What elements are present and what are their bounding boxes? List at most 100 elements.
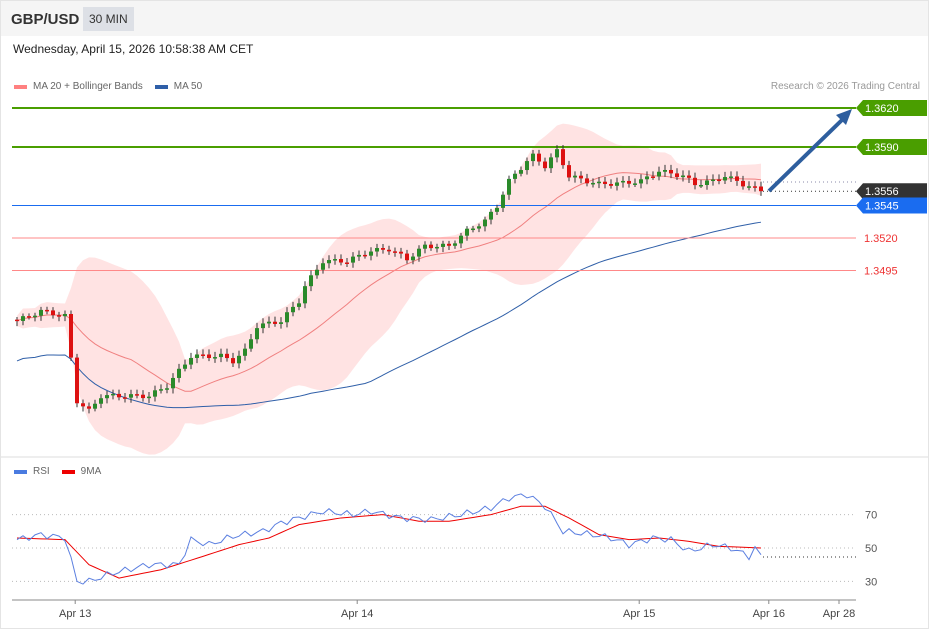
header: GBP/USD 30 MIN <box>1 1 928 36</box>
candle-body <box>687 175 691 178</box>
candle-body <box>447 243 451 246</box>
candle-body <box>207 354 211 359</box>
candle-body <box>423 244 427 249</box>
candle-body <box>549 157 553 169</box>
candle-body <box>435 246 439 249</box>
candle-body <box>219 353 223 358</box>
candle-body <box>87 406 91 409</box>
forecast-arrowhead <box>836 109 852 125</box>
candle-body <box>201 354 205 356</box>
candle-body <box>237 355 241 364</box>
level-label-1.3620: 1.3620 <box>865 103 899 115</box>
candle-body <box>675 173 679 178</box>
candle-body <box>165 388 169 390</box>
candle-body <box>255 328 259 340</box>
candle-body <box>519 170 523 174</box>
candle-body <box>573 175 577 178</box>
candle-body <box>483 219 487 227</box>
candle-body <box>753 186 757 188</box>
candle-body <box>273 321 277 324</box>
x-tick-label: Apr 28 <box>823 608 855 620</box>
candle-body <box>567 165 571 178</box>
candle-body <box>585 178 589 184</box>
candle-body <box>195 354 199 358</box>
candle-body <box>633 183 637 185</box>
timeframe-button[interactable]: 30 MIN <box>83 7 134 31</box>
candle-body <box>315 269 319 276</box>
candle-body <box>441 243 445 247</box>
candle-body <box>387 249 391 252</box>
candle-body <box>717 179 721 182</box>
x-tick-label: Apr 14 <box>341 608 373 620</box>
candle-body <box>393 251 397 253</box>
candle-body <box>501 194 505 208</box>
candle-body <box>117 393 121 398</box>
candle-body <box>141 394 145 399</box>
candle-body <box>159 389 163 391</box>
candle-body <box>279 322 283 324</box>
candle-body <box>213 357 217 359</box>
candle-body <box>45 309 49 312</box>
ma50-line <box>16 221 762 409</box>
ma20-swatch <box>14 84 27 89</box>
candle-body <box>471 228 475 231</box>
candle-body <box>327 260 331 264</box>
rsi-line <box>16 493 762 585</box>
candle-body <box>729 176 733 178</box>
rsi-level-label: 50 <box>865 543 877 555</box>
candle-body <box>171 377 175 389</box>
candle-body <box>525 161 529 171</box>
candle-body <box>465 228 469 236</box>
candle-body <box>231 358 235 364</box>
level-tag-1.3590 <box>856 139 927 155</box>
candle-body <box>297 303 301 307</box>
candle-body <box>759 186 763 192</box>
credit: Research © 2026 Trading Central <box>770 81 920 92</box>
candle-body <box>693 177 697 186</box>
candle-body <box>261 323 265 329</box>
candle-body <box>267 321 271 324</box>
x-tick-label: Apr 15 <box>623 608 655 620</box>
candle-body <box>459 235 463 244</box>
candle-body <box>147 396 151 399</box>
level-tag-1.3545 <box>856 197 927 214</box>
candle-body <box>747 186 751 188</box>
candle-body <box>663 169 667 172</box>
candle-body <box>489 211 493 220</box>
candle-body <box>93 403 97 409</box>
candle-body <box>411 256 415 261</box>
candle-body <box>15 319 19 322</box>
candle-body <box>627 180 631 184</box>
candle-body <box>339 259 343 263</box>
candle-body <box>345 262 349 265</box>
candle-body <box>111 393 115 396</box>
candle-body <box>645 176 649 180</box>
bollinger-band <box>17 123 761 455</box>
candle-body <box>33 315 37 318</box>
candle-body <box>189 357 193 365</box>
pane-divider[interactable] <box>1 456 928 458</box>
candle-body <box>99 398 103 404</box>
rsi-level-label: 70 <box>865 510 877 522</box>
candle-body <box>27 316 31 318</box>
candle-body <box>183 364 187 369</box>
candle-body <box>351 256 355 263</box>
candle-body <box>477 226 481 229</box>
candle-body <box>579 175 583 179</box>
candle-body <box>375 248 379 252</box>
symbol-title: GBP/USD <box>11 11 80 28</box>
candle-body <box>735 176 739 181</box>
candle-body <box>303 286 307 304</box>
rsi-swatch <box>14 469 27 474</box>
candle-body <box>615 182 619 186</box>
ma50-swatch <box>154 84 168 89</box>
candle-body <box>603 181 607 185</box>
candle-body <box>75 357 79 404</box>
candle-body <box>429 244 433 249</box>
level-label-1.3556: 1.3556 <box>865 186 899 198</box>
candle-body <box>591 182 595 185</box>
candle-body <box>621 180 625 183</box>
candle-body <box>135 394 139 396</box>
